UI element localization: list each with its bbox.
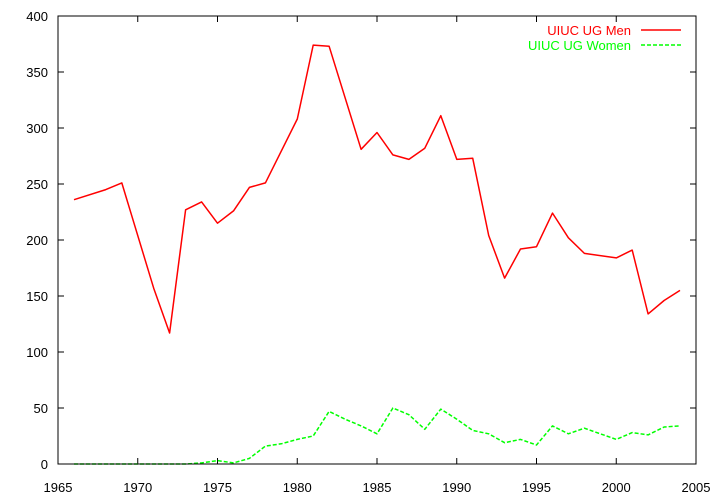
y-tick-label: 50 [34, 401, 48, 416]
x-tick-label: 2000 [602, 480, 631, 495]
y-tick-label: 350 [26, 65, 48, 80]
legend-label: UIUC UG Men [547, 23, 631, 38]
x-tick-label: 2005 [682, 480, 711, 495]
series-line-women [74, 407, 681, 465]
y-tick-label: 400 [26, 9, 48, 24]
x-tick-label: 1990 [442, 480, 471, 495]
series-line-men [73, 44, 681, 334]
y-tick-label: 200 [26, 233, 48, 248]
x-tick-label: 1980 [283, 480, 312, 495]
x-tick-label: 1985 [363, 480, 392, 495]
y-tick-label: 0 [41, 457, 48, 472]
x-tick-label: 1995 [522, 480, 551, 495]
y-tick-label: 100 [26, 345, 48, 360]
x-tick-label: 1970 [123, 480, 152, 495]
axis-ticks [57, 15, 697, 465]
y-tick-label: 250 [26, 177, 48, 192]
axis-tick-labels: 1965 1970 1975 1980 1985 1990 1995 2000 2005 0 50 1… [26, 9, 710, 495]
y-tick-label: 300 [26, 121, 48, 136]
x-tick-label: 1965 [44, 480, 73, 495]
x-tick-label: 1975 [203, 480, 232, 495]
y-tick-label: 150 [26, 289, 48, 304]
series-lines [73, 44, 681, 465]
plot-frame [57, 15, 697, 465]
legend-label: UIUC UG Women [528, 38, 631, 53]
